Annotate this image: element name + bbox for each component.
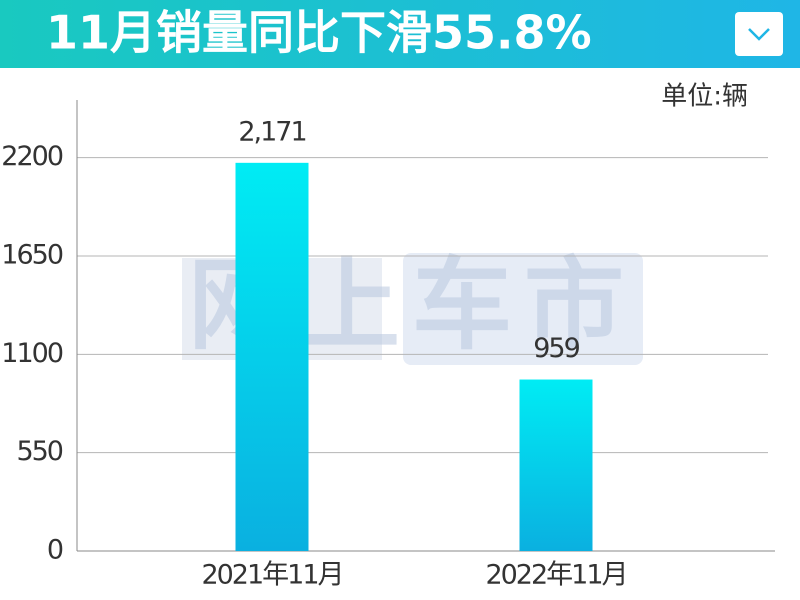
y-tick-label: 2200	[1, 141, 63, 172]
header-bar	[0, 0, 800, 68]
x-tick-label: 2022年11月	[485, 560, 626, 591]
value-label: 959	[533, 333, 579, 364]
y-tick-label: 1650	[1, 239, 63, 270]
header-title: 11月销量同比下滑55.8%	[46, 6, 592, 60]
value-label: 2,171	[238, 116, 305, 147]
bar	[235, 162, 309, 551]
x-tick-label: 2021年11月	[201, 560, 342, 591]
y-tick-label: 1100	[1, 338, 63, 369]
unit-label: 单位:辆	[661, 82, 748, 112]
y-tick-label: 550	[16, 436, 62, 467]
dropdown-button[interactable]	[735, 12, 783, 56]
bar	[519, 379, 593, 551]
y-tick-label: 0	[47, 535, 63, 566]
